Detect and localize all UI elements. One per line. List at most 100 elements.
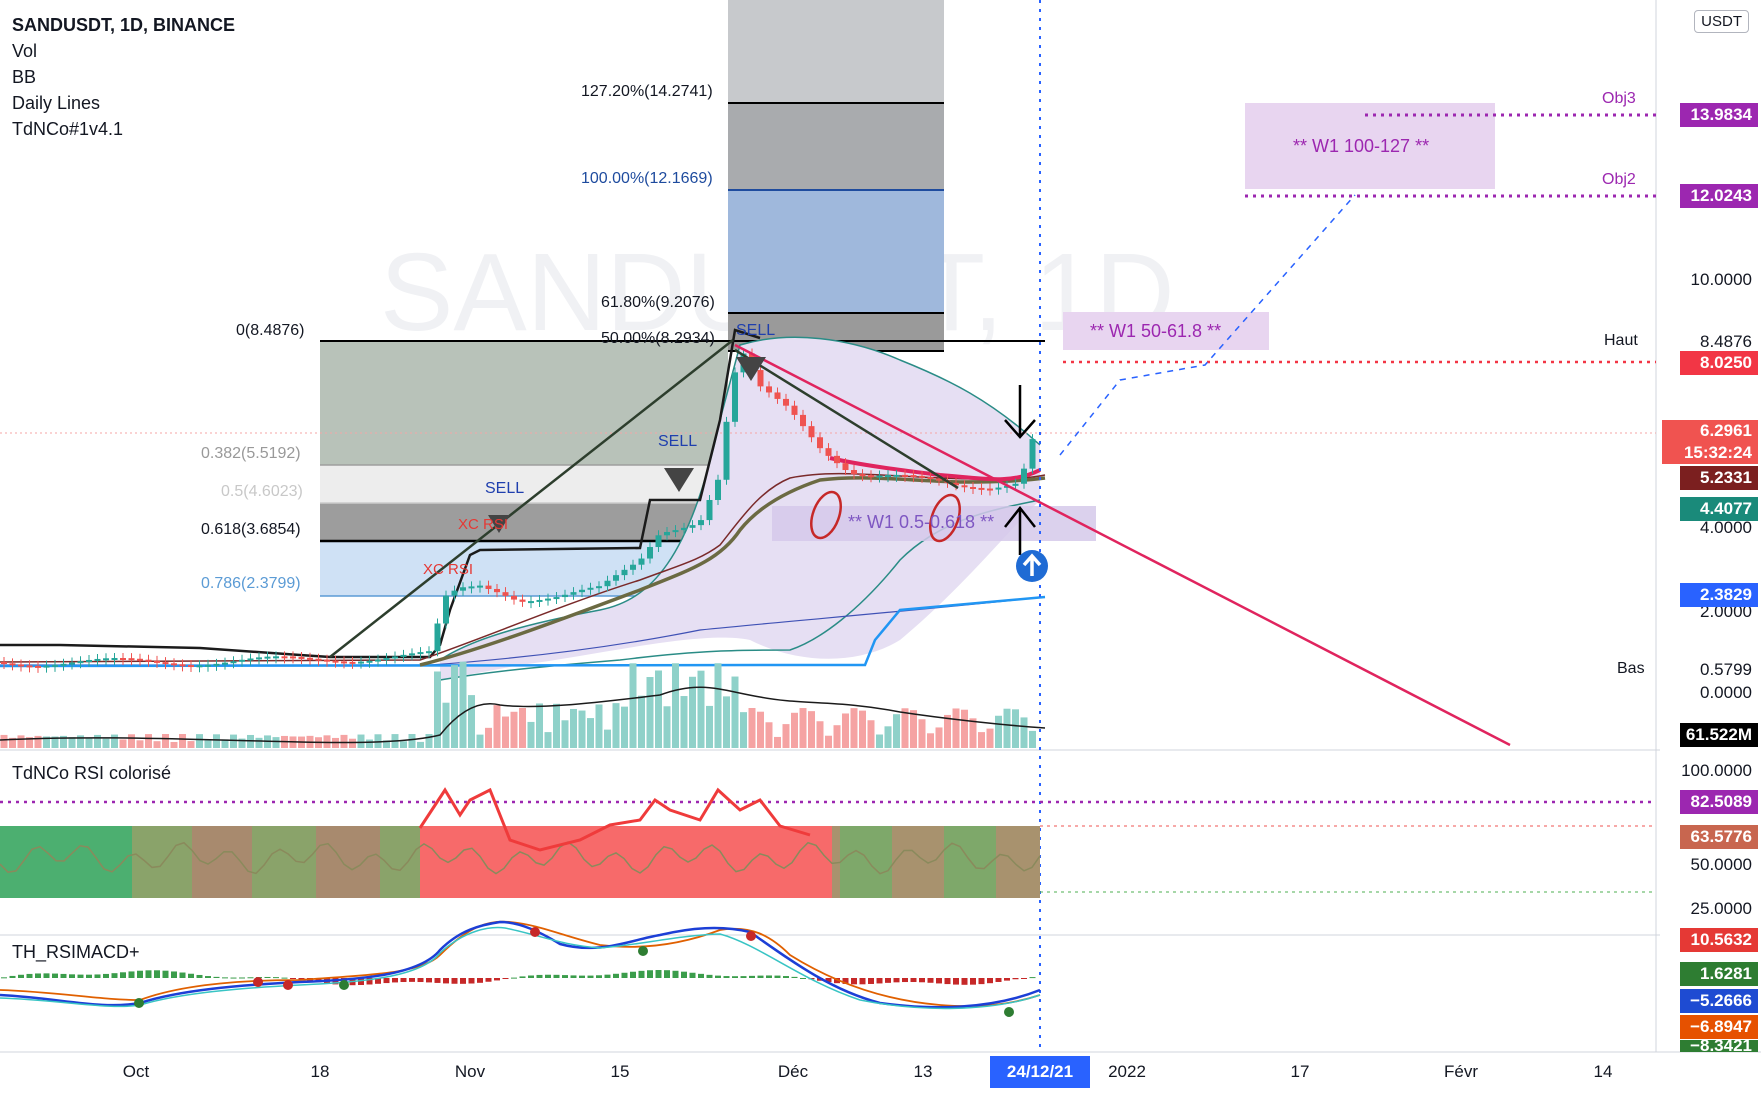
candle bbox=[910, 475, 917, 478]
rsi-heat-cell bbox=[520, 826, 524, 898]
price-tick: 0.0000 bbox=[1700, 683, 1752, 702]
candle bbox=[655, 535, 662, 548]
legend-indicator-tdnco[interactable]: TdNCo#1v4.1 bbox=[12, 119, 124, 139]
candle bbox=[681, 527, 687, 531]
rsi-heat-cell bbox=[396, 826, 400, 898]
rsi-heat-cell bbox=[152, 826, 156, 898]
rsi-pane-title[interactable]: TdNCo RSI colorisé bbox=[12, 763, 172, 783]
volume-bar bbox=[697, 670, 705, 748]
rsi-heat-cell bbox=[24, 826, 28, 898]
ellipse-marker bbox=[810, 490, 842, 540]
macd-bar bbox=[655, 970, 662, 978]
candle bbox=[179, 664, 186, 667]
candle bbox=[630, 564, 636, 570]
volume-bar bbox=[791, 712, 798, 748]
macd-bar bbox=[290, 978, 296, 979]
xc-rsi-label: XC RSI bbox=[423, 561, 474, 578]
rsi-heat-cell bbox=[736, 826, 740, 898]
candle bbox=[825, 448, 832, 456]
currency-badge[interactable]: USDT bbox=[1694, 10, 1749, 33]
rsi-heat-cell bbox=[976, 826, 980, 898]
candle bbox=[851, 470, 857, 475]
candle bbox=[1029, 439, 1036, 469]
macd-bar bbox=[1, 977, 7, 979]
candle bbox=[995, 487, 1002, 490]
macd-bar bbox=[460, 978, 466, 984]
rsi-heat-cell bbox=[400, 826, 404, 898]
macd-bar bbox=[681, 971, 687, 978]
rsi-heat-cell bbox=[700, 826, 704, 898]
time-tick: 17 bbox=[1290, 1062, 1310, 1081]
candle bbox=[307, 657, 313, 660]
macd-bar bbox=[358, 978, 364, 986]
macd-bar bbox=[689, 972, 696, 978]
rsi-heat-cell bbox=[140, 826, 144, 898]
rsi-heat-cell bbox=[256, 826, 260, 898]
candle bbox=[1004, 485, 1010, 488]
macd-bar bbox=[732, 976, 738, 978]
volume-bar bbox=[850, 708, 858, 748]
macd-bar bbox=[621, 972, 628, 978]
candle bbox=[647, 547, 653, 559]
rsi-heat-cell bbox=[844, 826, 848, 898]
volume-bar bbox=[969, 718, 977, 748]
volume-bar bbox=[816, 721, 824, 748]
rsi-heat-cell bbox=[424, 826, 428, 898]
macd-bar bbox=[366, 978, 373, 985]
macd-bar bbox=[970, 978, 976, 985]
macd-bar bbox=[604, 974, 611, 978]
rsi-heat-cell bbox=[820, 826, 824, 898]
rsi-heat-cell bbox=[968, 826, 972, 898]
rsi-heat-cell bbox=[180, 826, 184, 898]
price-tick: 4.0000 bbox=[1700, 518, 1752, 537]
rsi-heat-cell bbox=[1036, 826, 1040, 898]
legend-indicator-vol[interactable]: Vol bbox=[12, 41, 38, 61]
rsi-heatmap bbox=[0, 826, 1040, 898]
candles bbox=[1, 348, 1036, 673]
volume-bar bbox=[978, 732, 985, 748]
rsi-heat-cell bbox=[508, 826, 512, 898]
rsi-heat-cell bbox=[668, 826, 672, 898]
volume-bar bbox=[680, 696, 688, 748]
rsi-heat-cell bbox=[432, 826, 436, 898]
volume-bar bbox=[213, 734, 220, 748]
legend-indicator-daily-lines[interactable]: Daily Lines bbox=[12, 93, 101, 113]
volume-bar bbox=[833, 725, 841, 748]
volume-bar bbox=[502, 716, 509, 748]
candle bbox=[366, 660, 373, 663]
candle bbox=[417, 652, 424, 655]
volume-bar bbox=[451, 665, 458, 748]
rsi-heat-cell bbox=[652, 826, 656, 898]
candle bbox=[791, 405, 798, 415]
rsi-heat-cell bbox=[592, 826, 596, 898]
candle bbox=[613, 575, 619, 581]
rsi-heat-cell bbox=[984, 826, 988, 898]
candle bbox=[570, 592, 577, 595]
macd-bar bbox=[239, 977, 245, 979]
candle bbox=[171, 663, 177, 666]
candle bbox=[553, 597, 560, 600]
rsi-heat-cell bbox=[168, 826, 172, 898]
candle bbox=[239, 659, 245, 662]
macd-bar bbox=[774, 975, 781, 978]
volume-bar bbox=[94, 734, 101, 748]
rsi-tick: 50.0000 bbox=[1690, 855, 1752, 874]
volume-bar bbox=[986, 728, 994, 748]
volume-bar bbox=[153, 741, 161, 748]
candle bbox=[1021, 468, 1027, 484]
rsi-heat-cell bbox=[372, 826, 376, 898]
rsi-heat-cell bbox=[900, 826, 904, 898]
macd-signal bbox=[0, 920, 1041, 1007]
legend-indicator-bb[interactable]: BB bbox=[12, 67, 37, 87]
current-date-badge[interactable]: 24/12/21 bbox=[990, 1056, 1090, 1088]
legend-symbol[interactable]: SANDUSDT, 1D, BINANCE bbox=[12, 15, 236, 35]
rsi-heat-cell bbox=[164, 826, 168, 898]
candle bbox=[562, 594, 568, 598]
rsi-heat-cell bbox=[44, 826, 48, 898]
macd-bar bbox=[885, 978, 891, 983]
volume-bar bbox=[459, 661, 467, 748]
rsi-heat-cell bbox=[952, 826, 956, 898]
macd-pane-title[interactable]: TH_RSIMACD+ bbox=[12, 942, 140, 962]
candle bbox=[18, 664, 24, 667]
